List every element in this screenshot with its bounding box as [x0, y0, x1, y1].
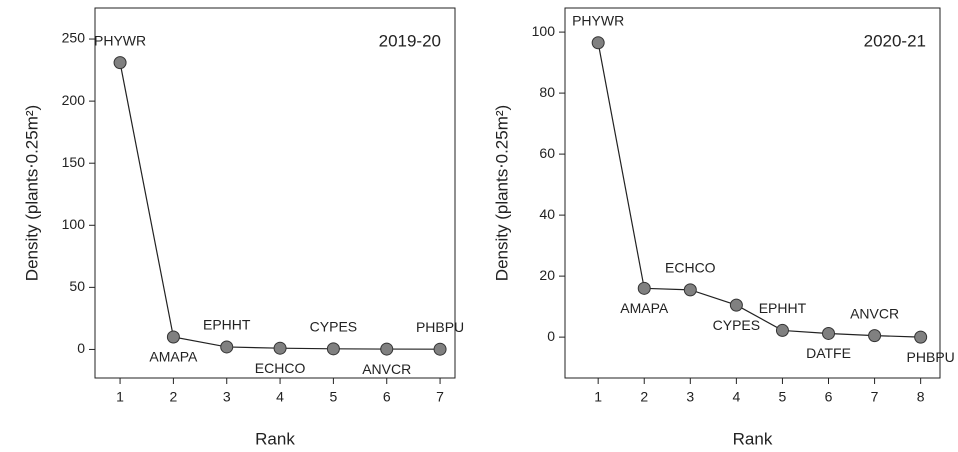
x-tick-label: 8: [917, 389, 925, 405]
data-point: [433, 342, 447, 356]
y-tick-label: 0: [547, 328, 555, 344]
point-label: AMAPA: [149, 349, 198, 365]
data-point: [220, 340, 234, 354]
y-tick-label: 20: [539, 267, 555, 283]
data-point: [683, 283, 697, 297]
x-tick-label: 5: [779, 389, 787, 405]
data-point: [326, 342, 340, 356]
y-tick-label: 80: [539, 84, 555, 100]
x-tick-label: 7: [436, 389, 444, 405]
x-tick-label: 3: [686, 389, 694, 405]
y-tick-label: 100: [532, 23, 556, 39]
x-tick-label: 2: [640, 389, 648, 405]
data-point: [113, 56, 127, 70]
data-point: [591, 36, 605, 50]
data-line: [119, 62, 441, 350]
y-tick-label: 100: [62, 216, 86, 232]
data-point: [729, 298, 743, 312]
x-tick-label: 4: [732, 389, 740, 405]
data-point: [822, 326, 836, 340]
x-tick-label: 6: [825, 389, 833, 405]
data-point: [775, 323, 789, 337]
point-label: ANVCR: [850, 305, 899, 321]
data-point: [914, 330, 928, 344]
x-axis-label: Rank: [733, 429, 773, 448]
annotation: 2020-21: [864, 31, 926, 50]
point-label: PHBPU: [416, 319, 464, 335]
x-tick-label: 1: [116, 389, 124, 405]
data-point: [868, 329, 882, 343]
point-label: EPHHT: [203, 317, 251, 333]
data-line: [597, 42, 921, 338]
y-tick-label: 40: [539, 206, 555, 222]
point-label: ANVCR: [362, 361, 411, 377]
point-label: PHYWR: [572, 12, 624, 28]
data-point: [273, 341, 287, 355]
point-label: EPHHT: [759, 300, 807, 316]
point-label: PHYWR: [94, 32, 146, 48]
x-tick-label: 7: [871, 389, 879, 405]
y-tick-label: 0: [77, 340, 85, 356]
point-label: DATFE: [806, 345, 851, 361]
point-label: CYPES: [310, 319, 357, 335]
y-tick-label: 200: [62, 92, 86, 108]
x-tick-label: 1: [594, 389, 602, 405]
x-tick-label: 6: [383, 389, 391, 405]
plot-frame: [564, 7, 941, 379]
x-tick-label: 3: [223, 389, 231, 405]
y-axis-label: Density (plants⋅0.25m²): [22, 105, 41, 281]
data-point: [637, 281, 651, 295]
y-tick-label: 250: [62, 30, 86, 46]
y-axis-label: Density (plants⋅0.25m²): [492, 105, 511, 281]
data-point: [380, 342, 394, 356]
y-tick-label: 150: [62, 154, 86, 170]
point-label: ECHCO: [255, 360, 306, 376]
point-label: PHBPU: [907, 349, 955, 365]
x-tick-label: 2: [170, 389, 178, 405]
point-label: ECHCO: [665, 260, 716, 276]
data-point: [166, 330, 180, 344]
x-tick-label: 5: [330, 389, 338, 405]
point-label: AMAPA: [620, 300, 669, 316]
x-tick-label: 4: [276, 389, 284, 405]
plot-frame: [94, 7, 456, 379]
y-tick-label: 50: [69, 278, 85, 294]
y-tick-label: 60: [539, 145, 555, 161]
point-label: CYPES: [713, 317, 760, 333]
x-axis-label: Rank: [255, 429, 295, 448]
annotation: 2019-20: [379, 31, 441, 50]
